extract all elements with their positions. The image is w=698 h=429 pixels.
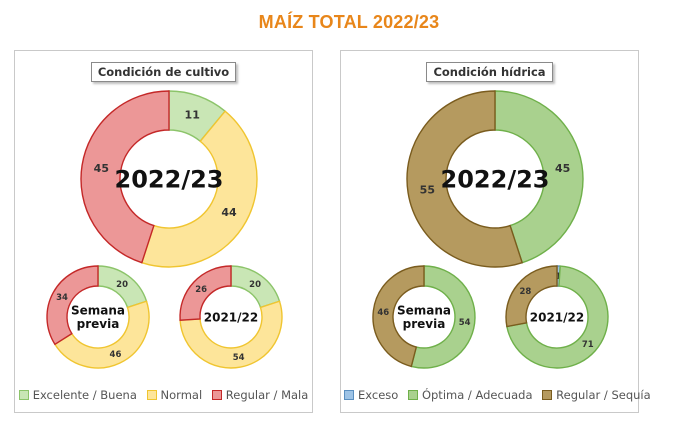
slice-value-label: 45 bbox=[94, 162, 109, 175]
legend-item-normal: Normal bbox=[146, 388, 202, 402]
donut-center-label: Semana bbox=[397, 303, 451, 317]
page-title: MAÍZ TOTAL 2022/23 bbox=[258, 12, 440, 32]
donut-slice bbox=[179, 265, 232, 321]
donut-slice bbox=[46, 265, 99, 346]
water-condition-panel: Condición hídrica 45 55 2022/23 54 46 Semana p… bbox=[340, 50, 651, 413]
donut-slice bbox=[505, 265, 558, 328]
donut-slice bbox=[140, 110, 258, 268]
slice-value-label: 46 bbox=[377, 308, 389, 318]
slice-value-label: 54 bbox=[459, 318, 471, 328]
slice-value-label: 20 bbox=[249, 280, 261, 290]
donut-slice bbox=[179, 300, 283, 369]
donut-2: 20 54 26 2021/22 bbox=[179, 265, 283, 369]
legend-item-excelente: Excelente / Buena bbox=[18, 388, 137, 402]
slice-value-label: 46 bbox=[110, 350, 122, 360]
donut-center-label: Semana bbox=[71, 303, 125, 317]
donut-center-label: previa bbox=[77, 317, 120, 331]
legend-item-exceso: Exceso bbox=[344, 388, 398, 402]
legend-swatch bbox=[407, 390, 418, 400]
legend-swatch bbox=[18, 390, 29, 400]
donut-slice bbox=[410, 265, 476, 369]
donut-slice bbox=[53, 300, 150, 369]
donut-slice bbox=[372, 265, 425, 368]
legend-swatch bbox=[146, 390, 157, 400]
slice-value-label: 1 bbox=[555, 272, 561, 282]
slice-value-label: 26 bbox=[195, 285, 207, 295]
slice-value-label: 45 bbox=[555, 162, 570, 175]
slice-value-label: 34 bbox=[56, 293, 68, 303]
donut-center-label: 2022/23 bbox=[115, 166, 224, 194]
donut-0: 11 44 45 2022/23 bbox=[80, 90, 258, 268]
slice-value-label: 44 bbox=[221, 206, 237, 219]
legend-swatch bbox=[542, 390, 553, 400]
donut-2: 1 71 28 2021/22 bbox=[505, 265, 609, 369]
donut-slice bbox=[494, 90, 584, 264]
donut-center-label: 2022/23 bbox=[441, 166, 550, 194]
donut-0: 45 55 2022/23 bbox=[406, 90, 584, 268]
slice-value-label: 28 bbox=[519, 287, 531, 297]
water-condition-title: Condición hídrica bbox=[426, 62, 553, 82]
donut-slice bbox=[80, 90, 170, 264]
crop-condition-panel: Condición de cultivo 11 44 45 2022/23 20 46 34… bbox=[14, 50, 313, 413]
water-condition-legend: Exceso Óptima / Adecuada Regular / Sequí… bbox=[341, 388, 651, 403]
crop-condition-legend: Excelente / Buena Normal Regular / Mala bbox=[15, 388, 312, 403]
slice-value-label: 55 bbox=[420, 184, 435, 197]
donut-center-label: 2021/22 bbox=[530, 310, 584, 324]
slice-value-label: 11 bbox=[185, 108, 200, 121]
donut-slice bbox=[406, 90, 524, 268]
donut-center-label: 2021/22 bbox=[204, 310, 258, 324]
legend-swatch bbox=[344, 390, 354, 400]
slice-value-label: 20 bbox=[116, 280, 128, 290]
crop-condition-title: Condición de cultivo bbox=[90, 62, 237, 82]
legend-item-optima: Óptima / Adecuada bbox=[407, 388, 533, 402]
slice-value-label: 71 bbox=[582, 340, 594, 350]
slice-value-label: 54 bbox=[233, 353, 245, 363]
donut-slice bbox=[506, 265, 609, 369]
donut-center-label: previa bbox=[403, 317, 446, 331]
legend-item-regular-mala: Regular / Mala bbox=[211, 388, 308, 402]
legend-item-sequia: Regular / Sequía bbox=[542, 388, 651, 402]
legend-swatch bbox=[211, 390, 222, 400]
